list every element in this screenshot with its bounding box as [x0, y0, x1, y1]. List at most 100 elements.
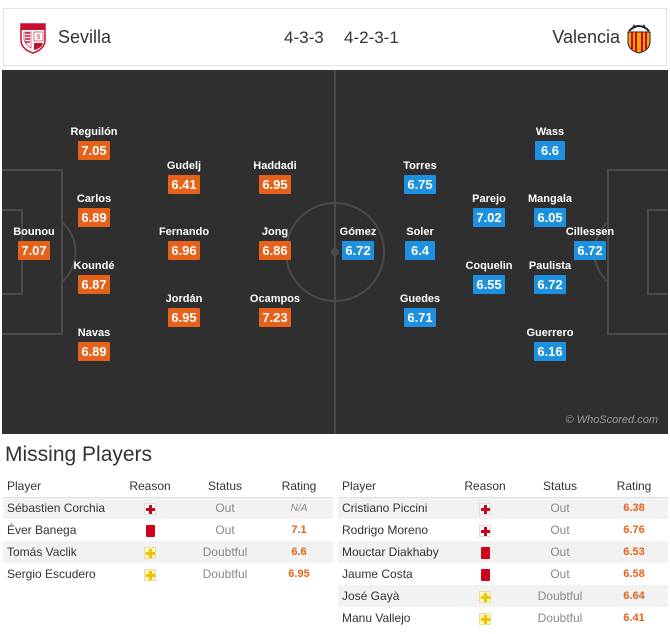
doubtful-icon[interactable]	[144, 568, 156, 581]
away-player[interactable]: Mangala 6.05	[510, 193, 590, 227]
player-name[interactable]: Navas	[77, 327, 111, 339]
doubtful-icon[interactable]	[144, 546, 156, 559]
player-name[interactable]: Guerrero	[526, 327, 574, 339]
home-player[interactable]: Navas 6.89	[54, 327, 134, 361]
table-row: Rodrigo Moreno Out 6.76	[338, 519, 668, 541]
player-rating: 7.02	[473, 208, 505, 227]
player-name[interactable]: Ocampos	[249, 293, 301, 305]
away-player[interactable]: Soler 6.4	[380, 226, 460, 260]
missing-player-rating: 6.41	[623, 612, 645, 624]
sevilla-crest-icon[interactable]: S	[18, 22, 48, 54]
missing-player-name[interactable]: Manu Vallejo	[342, 611, 411, 625]
missing-player-name[interactable]: Cristiano Piccini	[338, 497, 450, 519]
injury-icon[interactable]	[479, 503, 491, 516]
red-card-icon[interactable]	[145, 524, 155, 537]
reason-cell	[115, 541, 185, 563]
away-player[interactable]: Parejo 7.02	[449, 193, 529, 227]
player-name[interactable]: Parejo	[472, 193, 506, 205]
doubtful-icon[interactable]	[479, 590, 491, 603]
player-name[interactable]: Paulista	[528, 260, 572, 272]
player-rating: 6.95	[259, 175, 291, 194]
player-rating: 6.41	[168, 175, 200, 194]
player-name[interactable]: Soler	[406, 226, 434, 238]
missing-player-rating: 6.53	[600, 541, 668, 563]
player-name[interactable]: Haddadi	[253, 160, 297, 172]
away-formation: 4-2-3-1	[344, 28, 399, 47]
player-name[interactable]: Bounou	[13, 226, 55, 238]
missing-player-rating: 6.64	[600, 585, 668, 607]
player-name[interactable]: Carlos	[76, 193, 112, 205]
player-name[interactable]: Reguilón	[70, 126, 118, 138]
home-player[interactable]: Fernando 6.96	[144, 226, 224, 260]
home-player[interactable]: Jong 6.86	[235, 226, 315, 260]
home-team-name[interactable]: Sevilla	[58, 27, 112, 47]
status-text: Doubtful	[537, 611, 583, 625]
player-name[interactable]: Fernando	[158, 226, 210, 238]
valencia-crest-icon[interactable]	[624, 22, 654, 54]
player-rating: 6.55	[473, 275, 505, 294]
home-player[interactable]: Reguilón 7.05	[54, 126, 134, 160]
header-reason: Reason	[450, 475, 520, 498]
missing-player-rating: 6.95	[288, 568, 310, 580]
away-player[interactable]: Paulista 6.72	[510, 260, 590, 294]
player-name[interactable]: Wass	[535, 126, 565, 138]
player-name[interactable]: Torres	[403, 160, 437, 172]
table-row: Éver Banega Out 7.1	[3, 519, 333, 541]
table-row: Mouctar Diakhaby Out 6.53	[338, 541, 668, 563]
away-player[interactable]: Torres 6.75	[380, 160, 460, 194]
away-player[interactable]: Guerrero 6.16	[510, 327, 590, 361]
player-rating: 6.05	[534, 208, 566, 227]
injury-icon[interactable]	[144, 503, 156, 516]
red-card-icon[interactable]	[480, 568, 490, 581]
header-rating: Rating	[600, 475, 668, 498]
red-card-icon[interactable]	[480, 546, 490, 559]
player-name[interactable]: Cillessen	[565, 226, 615, 238]
missing-player-name[interactable]: Sébastien Corchia	[3, 497, 115, 519]
home-player[interactable]: Koundé 6.87	[54, 260, 134, 294]
home-player[interactable]: Haddadi 6.95	[235, 160, 315, 194]
header-player: Player	[3, 475, 115, 498]
away-player[interactable]: Guedes 6.71	[380, 293, 460, 327]
missing-player-rating: 6.38	[600, 497, 668, 519]
away-player[interactable]: Gómez 6.72	[318, 226, 398, 260]
match-header: S Sevilla 4-3-3 4-2-3-1 Valencia	[3, 8, 667, 66]
status-text: Out	[550, 523, 570, 537]
injury-icon[interactable]	[479, 524, 491, 537]
player-rating: 6.71	[404, 308, 436, 327]
player-name[interactable]: Koundé	[73, 260, 115, 272]
away-team-name[interactable]: Valencia	[552, 27, 620, 47]
reason-cell	[115, 519, 185, 541]
player-name[interactable]: Jordán	[165, 293, 203, 305]
home-player[interactable]: Carlos 6.89	[54, 193, 134, 227]
missing-player-name[interactable]: Rodrigo Moreno	[342, 523, 429, 537]
missing-player-name[interactable]: Mouctar Diakhaby	[338, 541, 450, 563]
player-name[interactable]: Guedes	[399, 293, 441, 305]
missing-player-name[interactable]: Éver Banega	[7, 523, 77, 537]
home-player[interactable]: Ocampos 7.23	[235, 293, 315, 327]
home-player[interactable]: Gudelj 6.41	[144, 160, 224, 194]
home-player[interactable]: Bounou 7.07	[2, 226, 74, 260]
player-name[interactable]: Coquelin	[465, 260, 513, 272]
player-name[interactable]: Jong	[261, 226, 289, 238]
player-rating: 6.72	[534, 275, 566, 294]
missing-player-name[interactable]: Jaume Costa	[342, 567, 413, 581]
player-name[interactable]: Gómez	[339, 226, 377, 238]
home-player[interactable]: Jordán 6.95	[144, 293, 224, 327]
away-player[interactable]: Coquelin 6.55	[449, 260, 529, 294]
missing-player-name[interactable]: José Gayà	[338, 585, 450, 607]
player-rating: 6.86	[259, 241, 291, 260]
away-player[interactable]: Wass 6.6	[510, 126, 590, 160]
doubtful-icon[interactable]	[479, 612, 491, 625]
player-rating: 6.96	[168, 241, 200, 260]
player-name[interactable]: Gudelj	[166, 160, 202, 172]
player-name[interactable]: Mangala	[527, 193, 572, 205]
status-text: Out	[185, 497, 265, 519]
home-formation: 4-3-3	[284, 28, 324, 47]
missing-player-rating: 6.6	[265, 541, 333, 563]
missing-player-name[interactable]: Tomás Vaclik	[3, 541, 115, 563]
table-row: José Gayà Doubtful 6.64	[338, 585, 668, 607]
player-rating: 7.07	[18, 241, 50, 260]
missing-player-rating: N/A	[265, 497, 333, 519]
away-player[interactable]: Cillessen 6.72	[550, 226, 630, 260]
missing-player-name[interactable]: Sergio Escudero	[7, 567, 96, 581]
